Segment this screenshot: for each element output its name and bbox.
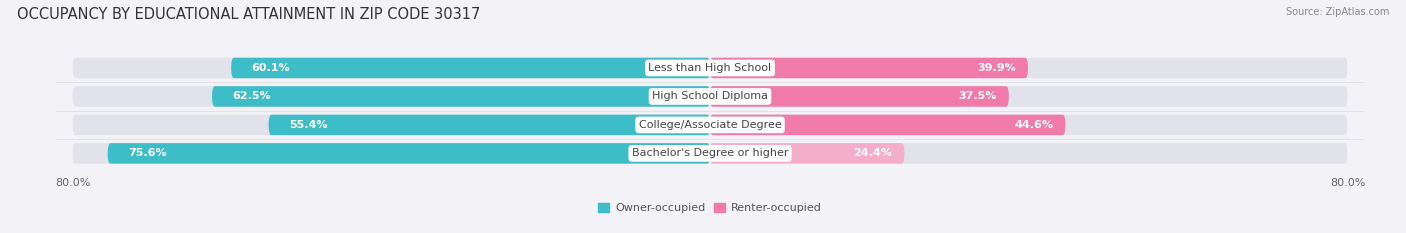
Text: 39.9%: 39.9% — [977, 63, 1015, 73]
FancyBboxPatch shape — [269, 115, 710, 135]
FancyBboxPatch shape — [710, 115, 1066, 135]
FancyBboxPatch shape — [73, 58, 1347, 78]
FancyBboxPatch shape — [212, 86, 710, 107]
Text: Source: ZipAtlas.com: Source: ZipAtlas.com — [1285, 7, 1389, 17]
FancyBboxPatch shape — [231, 58, 710, 78]
Text: 75.6%: 75.6% — [128, 148, 167, 158]
Text: 55.4%: 55.4% — [290, 120, 328, 130]
Text: Bachelor's Degree or higher: Bachelor's Degree or higher — [631, 148, 789, 158]
Text: 24.4%: 24.4% — [853, 148, 893, 158]
FancyBboxPatch shape — [710, 86, 1010, 107]
FancyBboxPatch shape — [73, 115, 1347, 135]
Text: 37.5%: 37.5% — [959, 91, 997, 101]
Text: 60.1%: 60.1% — [252, 63, 290, 73]
Text: 62.5%: 62.5% — [232, 91, 271, 101]
FancyBboxPatch shape — [108, 143, 710, 164]
Text: Less than High School: Less than High School — [648, 63, 772, 73]
Text: OCCUPANCY BY EDUCATIONAL ATTAINMENT IN ZIP CODE 30317: OCCUPANCY BY EDUCATIONAL ATTAINMENT IN Z… — [17, 7, 481, 22]
Text: High School Diploma: High School Diploma — [652, 91, 768, 101]
FancyBboxPatch shape — [73, 86, 1347, 107]
FancyBboxPatch shape — [710, 143, 904, 164]
FancyBboxPatch shape — [73, 143, 1347, 164]
FancyBboxPatch shape — [710, 58, 1028, 78]
Text: 44.6%: 44.6% — [1014, 120, 1053, 130]
Text: College/Associate Degree: College/Associate Degree — [638, 120, 782, 130]
Legend: Owner-occupied, Renter-occupied: Owner-occupied, Renter-occupied — [593, 199, 827, 218]
